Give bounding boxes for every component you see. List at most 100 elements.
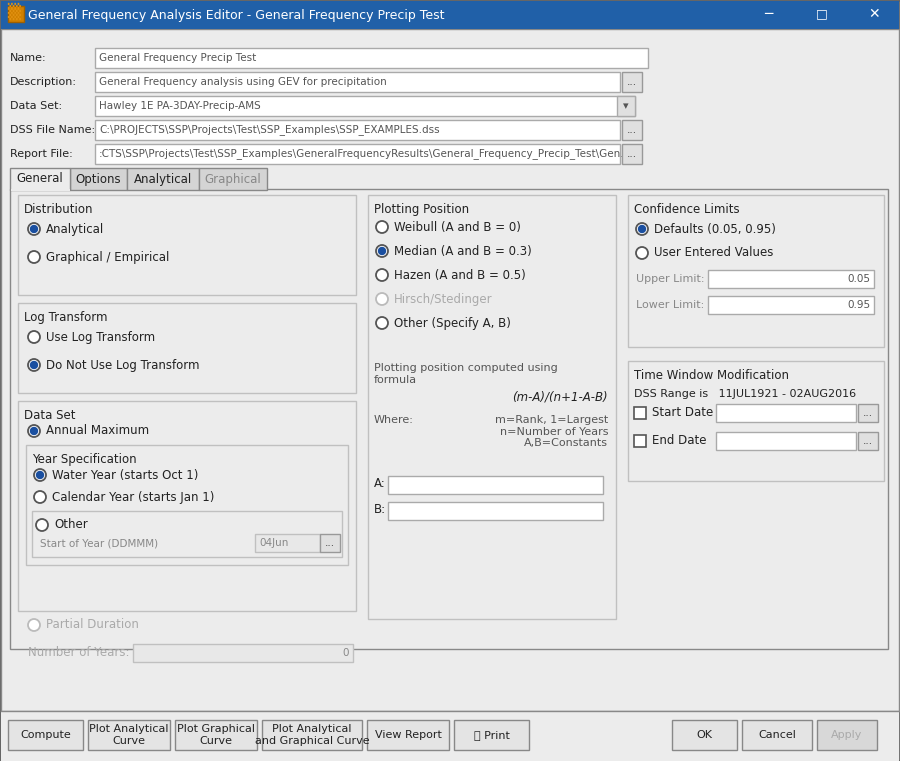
Text: Number of Years:: Number of Years: [28,647,130,660]
Bar [133,644,353,662]
Text: Plotting Position: Plotting Position [374,203,469,216]
Text: Confidence Limits: Confidence Limits [634,203,740,216]
Bar [742,720,812,750]
Text: Do Not Use Log Transform: Do Not Use Log Transform [46,358,200,371]
Text: C:\PROJECTS\SSP\Projects\Test\SSP_Examples\SSP_EXAMPLES.dss: C:\PROJECTS\SSP\Projects\Test\SSP_Exampl… [99,125,439,135]
Bar [95,96,635,116]
Text: Upper Limit:: Upper Limit: [636,274,705,284]
Bar [634,407,646,419]
Circle shape [636,223,648,235]
Bar [70,168,127,190]
Bar [26,445,348,565]
Text: General Frequency analysis using GEV for precipitation: General Frequency analysis using GEV for… [99,77,387,87]
Text: Start Date: Start Date [652,406,713,419]
Bar [672,720,737,750]
Text: DSS File Name:: DSS File Name: [10,125,95,135]
Text: 0.05: 0.05 [847,274,870,284]
Bar [634,435,646,447]
Bar [95,144,620,164]
Bar [8,6,24,22]
Text: Compute: Compute [20,730,71,740]
Circle shape [31,225,38,233]
Bar [628,361,884,481]
Circle shape [36,519,48,531]
Circle shape [636,247,648,259]
Text: DSS Range is   11JUL1921 - 02AUG2016: DSS Range is 11JUL1921 - 02AUG2016 [634,389,856,399]
Text: Data Set: Data Set [24,409,76,422]
Bar [127,168,199,190]
Bar [388,502,603,520]
Bar [199,168,267,190]
Bar [320,534,340,552]
Text: 0.95: 0.95 [847,300,870,310]
Text: (m-A)/(n+1-A-B): (m-A)/(n+1-A-B) [512,391,608,404]
Text: 0: 0 [343,648,349,658]
Text: Graphical / Empirical: Graphical / Empirical [46,250,169,263]
Text: and Graphical Curve: and Graphical Curve [255,736,369,746]
Text: Lower Limit:: Lower Limit: [636,300,704,310]
Text: Plot Graphical: Plot Graphical [177,724,255,734]
Circle shape [28,251,40,263]
Circle shape [376,293,388,305]
Bar [18,195,356,295]
Text: Plotting position computed using
formula: Plotting position computed using formula [374,363,558,384]
Circle shape [379,247,385,254]
Text: Calendar Year (starts Jan 1): Calendar Year (starts Jan 1) [52,491,214,504]
Bar [262,720,362,750]
Bar [10,189,888,649]
Text: Plot Analytical: Plot Analytical [89,724,169,734]
Circle shape [34,491,46,503]
Bar [11,189,70,191]
Text: Log Transform: Log Transform [24,311,107,324]
Text: Hirsch/Stedinger: Hirsch/Stedinger [394,292,492,305]
Text: Partial Duration: Partial Duration [46,619,139,632]
Circle shape [28,331,40,343]
Bar [175,720,257,750]
Text: Water Year (starts Oct 1): Water Year (starts Oct 1) [52,469,198,482]
Text: Analytical: Analytical [46,222,104,235]
Bar [454,720,529,750]
Bar [255,534,320,552]
Circle shape [28,425,40,437]
Text: Curve: Curve [200,736,232,746]
Bar [622,72,642,92]
Text: Data Set:: Data Set: [10,101,62,111]
Bar [8,720,83,750]
Bar [716,404,856,422]
Text: Where:: Where: [374,415,414,425]
Bar [622,120,642,140]
Bar [95,120,620,140]
Bar [367,720,449,750]
Text: Curve: Curve [112,736,146,746]
Bar [858,404,878,422]
Bar [18,303,356,393]
Circle shape [31,361,38,368]
Text: General: General [16,173,63,186]
Circle shape [28,223,40,235]
Bar [622,144,642,164]
Text: End Date: End Date [652,435,707,447]
Bar [88,720,170,750]
Text: A:: A: [374,477,386,490]
Text: Other (Specify A, B): Other (Specify A, B) [394,317,511,330]
Text: Hazen (A and B = 0.5): Hazen (A and B = 0.5) [394,269,526,282]
Bar [388,476,603,494]
Text: General Frequency Analysis Editor - General Frequency Precip Test: General Frequency Analysis Editor - Gene… [28,8,445,21]
Text: □: □ [816,8,828,21]
Text: Report File:: Report File: [10,149,73,159]
Bar [11,189,69,191]
Bar [1,29,899,711]
Bar [716,432,856,450]
Bar [708,296,874,314]
Circle shape [376,245,388,257]
Text: ...: ... [627,77,637,87]
Text: Defaults (0.05, 0.95): Defaults (0.05, 0.95) [654,222,776,235]
Text: View Report: View Report [374,730,441,740]
Circle shape [28,619,40,631]
Text: Median (A and B = 0.3): Median (A and B = 0.3) [394,244,532,257]
Text: Options: Options [76,173,122,186]
Circle shape [31,428,38,435]
Bar [628,195,884,347]
Text: ...: ... [863,408,873,418]
Bar [10,168,70,190]
